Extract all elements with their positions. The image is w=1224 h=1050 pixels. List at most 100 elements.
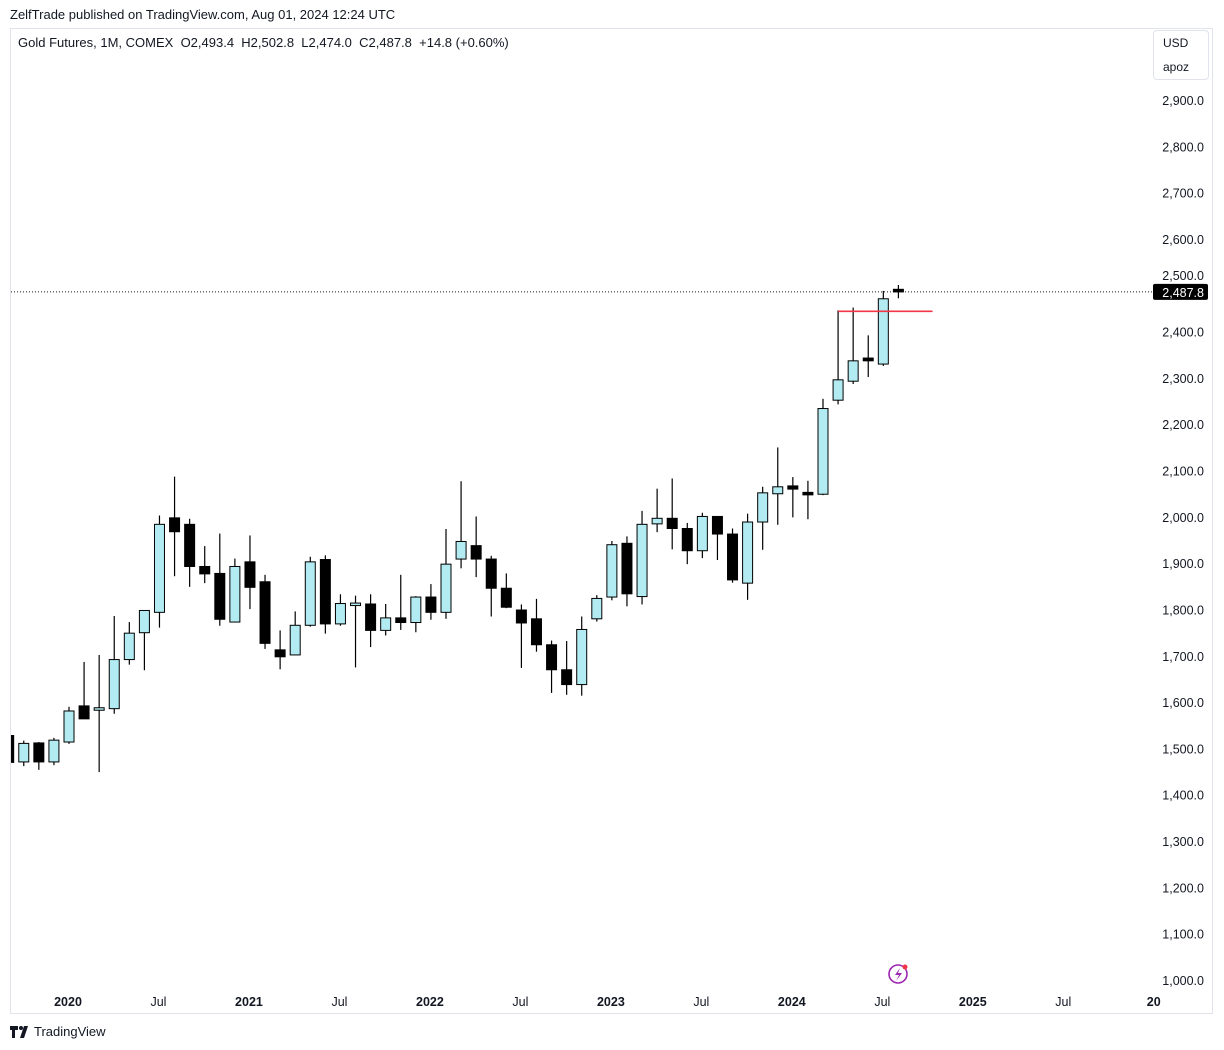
legend-high: H2,502.8 bbox=[241, 35, 295, 50]
candle-2023-08 bbox=[711, 515, 723, 560]
candle-body-down bbox=[666, 517, 678, 529]
candle-2019-10 bbox=[18, 740, 30, 767]
candle-body-down bbox=[184, 523, 196, 567]
candle-2021-08 bbox=[350, 595, 362, 668]
candle-body-down bbox=[78, 705, 90, 720]
legend-low: L2,474.0 bbox=[301, 35, 352, 50]
y-tick-label: 1,500.0 bbox=[1162, 742, 1204, 756]
candle-2021-06 bbox=[319, 555, 331, 634]
candle-2019-12 bbox=[48, 737, 60, 766]
x-tick-label: 2024 bbox=[778, 995, 806, 1009]
y-tick-label: 1,600.0 bbox=[1162, 696, 1204, 710]
candle-body-up bbox=[289, 624, 301, 656]
candle-body-up bbox=[847, 360, 859, 382]
lightning-bolt bbox=[895, 968, 902, 981]
candle-body-up bbox=[108, 659, 120, 710]
currency-label[interactable]: USD bbox=[1163, 36, 1189, 50]
y-tick-label: 1,200.0 bbox=[1162, 881, 1204, 895]
y-tick-label: 1,100.0 bbox=[1162, 928, 1204, 942]
candle-2021-10 bbox=[380, 603, 392, 636]
candle-2021-03 bbox=[274, 630, 286, 670]
candle-2020-01 bbox=[63, 706, 75, 744]
candle-body-up bbox=[742, 521, 754, 584]
candle-2023-05 bbox=[666, 478, 678, 550]
candle-2022-08 bbox=[530, 598, 542, 652]
candle-2020-12 bbox=[229, 558, 241, 623]
x-tick-label: Jul bbox=[150, 995, 166, 1009]
candle-2022-04 bbox=[470, 516, 482, 578]
candle-2020-07 bbox=[153, 515, 165, 628]
candle-2024-04 bbox=[832, 310, 844, 405]
candle-body-down bbox=[365, 603, 377, 631]
currency-unit-selector[interactable]: USD apoz bbox=[1153, 30, 1209, 80]
candle-2023-01 bbox=[606, 541, 618, 601]
candle-2024-03 bbox=[817, 398, 829, 496]
lightning-event-icon bbox=[888, 964, 908, 984]
y-tick-label: 2,000.0 bbox=[1162, 511, 1204, 525]
candle-body-up bbox=[153, 523, 165, 613]
y-tick-label: 1,900.0 bbox=[1162, 557, 1204, 571]
x-tick-label: Jul bbox=[874, 995, 890, 1009]
y-tick-label: 1,000.0 bbox=[1162, 974, 1204, 988]
candle-body-up bbox=[18, 742, 30, 763]
legend-symbol: Gold Futures, 1M, COMEX bbox=[18, 35, 174, 50]
candle-body-down bbox=[485, 558, 497, 589]
candle-body-down bbox=[199, 565, 211, 575]
y-tick-label: 2,300.0 bbox=[1162, 372, 1204, 386]
y-tick-label: 2,500.0 bbox=[1162, 269, 1204, 283]
candle-2020-03 bbox=[93, 654, 105, 773]
candle-body-up bbox=[123, 632, 135, 661]
candle-2023-11 bbox=[757, 486, 769, 550]
candle-2024-01 bbox=[787, 477, 799, 518]
candle-2022-10 bbox=[561, 641, 573, 695]
y-tick-label: 2,200.0 bbox=[1162, 418, 1204, 432]
publisher-line: ZelfTrade published on TradingView.com, … bbox=[10, 7, 396, 22]
candle-body-up bbox=[651, 517, 663, 525]
candle-body-up bbox=[440, 563, 452, 613]
candle-2020-02 bbox=[78, 661, 90, 720]
candle-body-up bbox=[304, 561, 316, 626]
legend-open: O2,493.4 bbox=[180, 35, 235, 50]
candle-2020-08 bbox=[169, 476, 181, 577]
candle-2023-07 bbox=[696, 512, 708, 559]
unit-label[interactable]: apoz bbox=[1163, 60, 1190, 74]
candle-2024-08 bbox=[892, 284, 904, 299]
candle-2024-06 bbox=[862, 335, 874, 378]
candle-body-up bbox=[757, 492, 769, 523]
candle-2021-02 bbox=[259, 574, 271, 649]
candle-2022-07 bbox=[515, 604, 527, 668]
candle-body-up bbox=[772, 486, 784, 495]
candle-body-up bbox=[48, 739, 60, 763]
candle-2020-06 bbox=[138, 609, 150, 671]
candle-2019-09 bbox=[11, 735, 15, 763]
candle-2021-01 bbox=[244, 535, 256, 610]
candle-body-up bbox=[636, 523, 648, 598]
candle-2019-11 bbox=[33, 742, 45, 770]
candle-2020-11 bbox=[214, 533, 226, 626]
candle-body-down bbox=[259, 581, 271, 644]
x-tick-label: 2025 bbox=[959, 995, 987, 1009]
candle-2020-10 bbox=[199, 546, 211, 584]
candle-2021-05 bbox=[304, 556, 316, 627]
candle-2020-04 bbox=[108, 616, 120, 714]
candle-body-down bbox=[274, 649, 286, 658]
candle-body-up bbox=[380, 617, 392, 631]
candle-body-down bbox=[425, 596, 437, 613]
candle-body-up bbox=[93, 707, 105, 711]
candle-body-up bbox=[350, 602, 362, 607]
candle-body-up bbox=[606, 544, 618, 598]
candle-body-down bbox=[11, 735, 15, 763]
x-tick-label: Jul bbox=[512, 995, 528, 1009]
candle-body-up bbox=[229, 565, 241, 623]
candle-body-up bbox=[591, 597, 603, 620]
candle-body-down bbox=[500, 587, 512, 608]
candle-body-down bbox=[470, 545, 482, 560]
candle-body-up bbox=[410, 596, 422, 624]
candle-body-up bbox=[138, 609, 150, 634]
x-tick-label: 2021 bbox=[235, 995, 263, 1009]
y-tick-label: 2,600.0 bbox=[1162, 233, 1204, 247]
candle-2023-06 bbox=[681, 522, 693, 565]
candle-2023-10 bbox=[742, 513, 754, 600]
candle-body-down bbox=[561, 669, 573, 686]
